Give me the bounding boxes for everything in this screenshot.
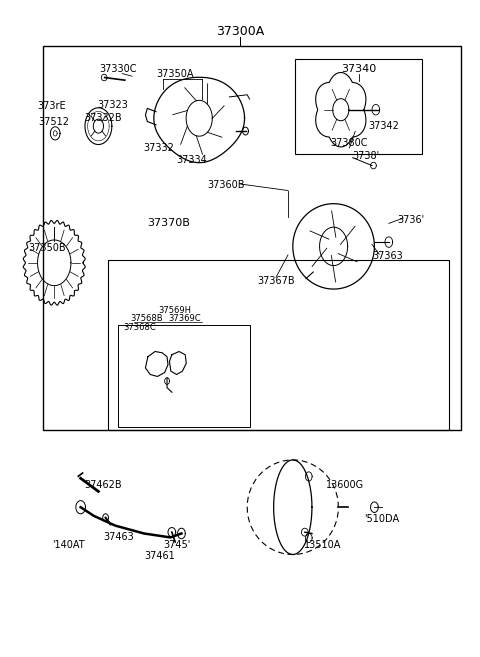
Text: 37369C: 37369C [168, 314, 201, 323]
Text: 37323: 37323 [97, 100, 128, 110]
Text: 37340: 37340 [341, 64, 377, 74]
Text: 37350A: 37350A [156, 68, 194, 79]
Bar [43, 46, 461, 430]
Bar [118, 325, 250, 427]
Bar [108, 260, 449, 430]
Text: '510DA: '510DA [364, 514, 399, 524]
Text: 37380C: 37380C [331, 138, 368, 148]
Text: 37367B: 37367B [257, 276, 295, 286]
Text: 3745': 3745' [163, 540, 190, 551]
Bar [295, 59, 422, 154]
Text: 37363: 37363 [372, 251, 403, 261]
Text: 37330C: 37330C [99, 64, 136, 74]
Text: 37300A: 37300A [216, 25, 264, 38]
Text: 37461: 37461 [144, 551, 175, 562]
Text: 37569H: 37569H [159, 306, 192, 315]
Text: 3736': 3736' [397, 215, 424, 225]
Text: 373rE: 373rE [37, 101, 66, 112]
Text: 37350B: 37350B [28, 243, 66, 254]
Text: 37463: 37463 [104, 532, 134, 543]
Text: 13600G: 13600G [325, 480, 364, 490]
Text: 13510A: 13510A [304, 540, 341, 551]
Text: 3738': 3738' [352, 151, 379, 162]
Text: 37360B: 37360B [208, 180, 245, 191]
Text: 37334: 37334 [177, 154, 207, 165]
Text: 37332B: 37332B [84, 113, 122, 124]
Text: 37342: 37342 [369, 121, 399, 131]
Text: '140AT: '140AT [52, 540, 84, 551]
Text: 37370B: 37370B [147, 218, 191, 229]
Text: 37568B: 37568B [130, 314, 163, 323]
Text: 37462B: 37462B [84, 480, 122, 490]
Text: 37332: 37332 [143, 143, 174, 153]
Text: 37512: 37512 [39, 116, 70, 127]
Text: 37368C: 37368C [123, 323, 156, 332]
